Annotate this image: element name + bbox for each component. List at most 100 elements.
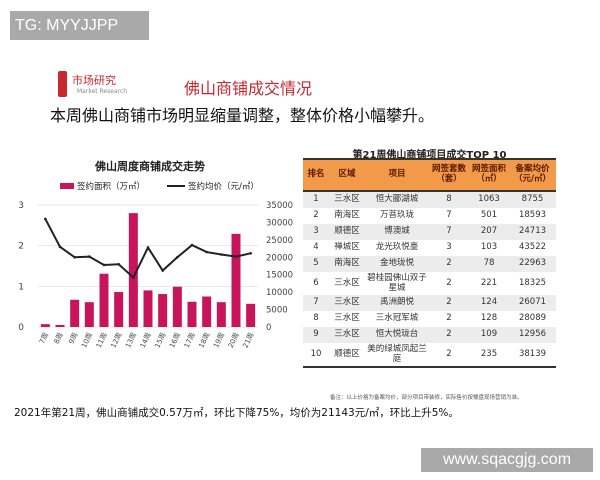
bar bbox=[216, 302, 226, 327]
x-tick: 10周 bbox=[80, 331, 94, 349]
x-tick: 17周 bbox=[183, 331, 197, 349]
y-right-tick: 35000 bbox=[266, 201, 293, 211]
table-cell: 124 bbox=[469, 295, 509, 311]
table-header: 区域 bbox=[329, 158, 365, 192]
table-cell: 美的绿城凤起兰庭 bbox=[365, 343, 429, 368]
price-point bbox=[249, 252, 252, 255]
table-cell: 禹洲朗悦 bbox=[365, 295, 429, 311]
table-cell: 5 bbox=[303, 256, 329, 272]
x-tick: 11周 bbox=[95, 331, 109, 349]
table-cell: 8 bbox=[313, 313, 319, 324]
table-row: 4 禅城区 龙光玖悦臺 3 103 43522 bbox=[303, 240, 556, 256]
x-tick: 9周 bbox=[67, 331, 79, 345]
table-cell: 43522 bbox=[518, 242, 547, 253]
table-cell: 128 bbox=[480, 313, 498, 324]
headline: 本周佛山商铺市场明显缩量调整，整体价格小幅攀升。 bbox=[50, 106, 435, 125]
x-tick: 20周 bbox=[227, 331, 241, 349]
y-right-tick: 25000 bbox=[266, 236, 293, 246]
table-cell: 3 bbox=[446, 242, 452, 253]
x-tick: 12周 bbox=[109, 331, 123, 349]
table-cell: 碧桂园佛山双子星城 bbox=[367, 273, 427, 293]
table-header-row: 排名 区域 项目 网签套数（套） 网签面积（㎡） 备案均价（元/㎡） bbox=[303, 158, 556, 192]
table-cell: 109 bbox=[469, 327, 509, 343]
table-header: 备案均价（元/㎡） bbox=[509, 158, 556, 192]
table-cell: 万菩玖珑 bbox=[379, 210, 414, 221]
price-point bbox=[102, 263, 106, 267]
table-cell: 9 bbox=[303, 327, 329, 343]
bar bbox=[172, 286, 182, 327]
table-cell: 2 bbox=[313, 210, 319, 221]
table-row: 1 三水区 恒大郦湖城 8 1063 8755 bbox=[303, 191, 556, 208]
section-title: 佛山商铺成交情况 bbox=[184, 79, 313, 98]
table-cell: 三水区 bbox=[329, 191, 365, 208]
table-cell: 12956 bbox=[509, 327, 556, 343]
table-cell: 235 bbox=[469, 343, 509, 368]
table-header: 网签面积（㎡） bbox=[469, 158, 509, 192]
table-cell: 2 bbox=[446, 277, 452, 288]
table-cell: 2 bbox=[429, 327, 469, 343]
table-row: 6 三水区 碧桂园佛山双子星城 2 221 18325 bbox=[303, 272, 556, 295]
chart-legend: 签约面积（万㎡） 签约均价（元/㎡） bbox=[60, 180, 259, 192]
table-cell: 7 bbox=[429, 224, 469, 240]
y-left-tick: 2 bbox=[18, 242, 24, 252]
bar bbox=[128, 213, 138, 327]
table-cell: 三水区 bbox=[329, 327, 365, 343]
bar bbox=[143, 290, 153, 327]
price-point bbox=[73, 255, 76, 259]
table-cell: 24713 bbox=[509, 224, 556, 240]
price-point bbox=[88, 255, 91, 258]
y-right-tick: 10000 bbox=[266, 288, 293, 298]
chart: 0 1 2 3 0 5000 10000 15000 20000 25000 30000 35000 7… bbox=[18, 201, 293, 349]
table-cell: 10 bbox=[303, 343, 329, 368]
legend-bar-swatch bbox=[60, 183, 74, 189]
table-row: 7 三水区 禹洲朗悦 2 124 26071 bbox=[303, 295, 556, 311]
x-tick: 7周 bbox=[38, 331, 50, 345]
watermark-bottom: www.sqacgjg.com bbox=[421, 448, 593, 472]
table-cell: 1063 bbox=[469, 191, 509, 208]
table-cell: 3 bbox=[303, 224, 329, 240]
table-cell: 南海区 bbox=[334, 210, 360, 221]
price-point bbox=[132, 276, 135, 279]
table-cell: 恒大悦珑台 bbox=[365, 327, 429, 343]
logo-icon bbox=[58, 71, 67, 97]
table-row: 2 南海区 万菩玖珑 7 501 18593 bbox=[303, 208, 556, 224]
table-cell: 501 bbox=[480, 210, 498, 221]
y-right-tick: 0 bbox=[266, 323, 271, 333]
table-cell: 2 bbox=[429, 295, 469, 311]
summary-text: 2021年第21周，佛山商铺成交0.57万㎡，环比下降75%，均价为21143元… bbox=[14, 407, 459, 419]
table-cell: 2 bbox=[429, 256, 469, 272]
table-cell: 三水区 bbox=[334, 313, 360, 324]
legend-bar: 签约面积（万㎡） bbox=[60, 180, 145, 192]
price-point bbox=[190, 243, 194, 247]
x-tick: 8周 bbox=[53, 331, 65, 345]
y-left-tick: 3 bbox=[18, 201, 24, 211]
bar bbox=[55, 324, 65, 327]
table-header: 项目 bbox=[365, 158, 429, 192]
price-point bbox=[234, 255, 238, 258]
bar bbox=[187, 301, 197, 327]
table-cell: 南海区 bbox=[329, 256, 365, 272]
x-tick: 14周 bbox=[139, 331, 153, 349]
table-cell: 禅城区 bbox=[334, 242, 360, 253]
table-row: 9 三水区 恒大悦珑台 2 109 12956 bbox=[303, 327, 556, 343]
table-cell: 1 bbox=[303, 191, 329, 208]
table-cell: 恒大郦湖城 bbox=[365, 191, 429, 208]
price-point bbox=[146, 246, 150, 249]
legend-line: 签约均价（元/㎡） bbox=[167, 180, 259, 192]
table-cell: 4 bbox=[313, 242, 319, 253]
table-cell: 2 bbox=[446, 313, 452, 324]
table-title: 第21周佛山商铺项目成交TOP 10 bbox=[352, 150, 507, 161]
y-left-tick: 1 bbox=[18, 282, 24, 292]
bar bbox=[40, 324, 50, 327]
table-cell: 38139 bbox=[509, 343, 556, 368]
table-row: 5 南海区 金地珑悦 2 78 22963 bbox=[303, 256, 556, 272]
table-cell: 78 bbox=[469, 256, 509, 272]
table-cell: 三水冠军城 bbox=[375, 313, 419, 324]
table-cell: 7 bbox=[303, 295, 329, 311]
table-cell: 顺德区 bbox=[329, 343, 365, 368]
bar bbox=[202, 296, 212, 327]
top10-table: 排名 区域 项目 网签套数（套） 网签面积（㎡） 备案均价（元/㎡） 1 三水区 恒大郦湖城 8… bbox=[303, 158, 556, 368]
table-cell: 18325 bbox=[518, 277, 547, 288]
table-cell: 18593 bbox=[518, 210, 547, 221]
bar bbox=[158, 294, 168, 327]
